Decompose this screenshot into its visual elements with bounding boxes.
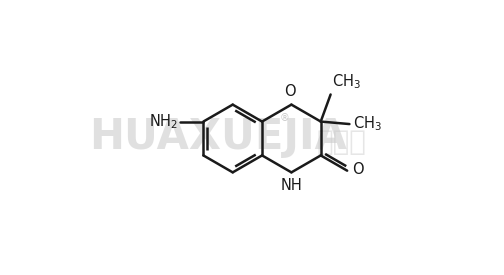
Text: CH$_3$: CH$_3$ bbox=[332, 72, 361, 91]
Text: NH$_2$: NH$_2$ bbox=[149, 112, 178, 131]
Text: CH$_3$: CH$_3$ bbox=[353, 115, 382, 133]
Text: HUAXUEJIA: HUAXUEJIA bbox=[89, 116, 347, 158]
Text: ®: ® bbox=[280, 113, 289, 123]
Text: O: O bbox=[284, 84, 296, 99]
Text: NH: NH bbox=[281, 178, 302, 193]
Text: O: O bbox=[352, 163, 364, 177]
Text: 化学加: 化学加 bbox=[317, 128, 366, 156]
